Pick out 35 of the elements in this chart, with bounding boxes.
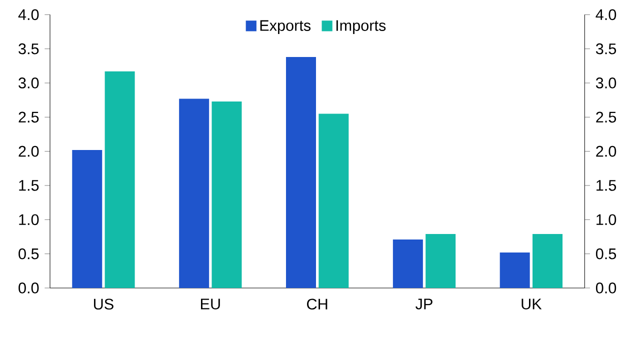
y2-tick-label: 0.0 xyxy=(596,282,616,294)
bar xyxy=(104,71,135,288)
bar xyxy=(392,239,423,288)
y-tick-label: 3.5 xyxy=(18,43,39,54)
y2-tick-label: 3.0 xyxy=(596,78,616,88)
y-tick-label: 1.5 xyxy=(19,180,39,191)
y2-tick-label: 1.5 xyxy=(596,180,616,191)
bar xyxy=(212,101,242,288)
x-tick-label: US xyxy=(94,298,114,310)
y2-tick-label: 4.0 xyxy=(596,9,616,20)
x-tick-label: JP xyxy=(416,298,432,310)
bar xyxy=(179,98,210,288)
bar xyxy=(72,150,102,288)
y2-tick-label: 0.5 xyxy=(596,248,616,260)
x-tick-label: EU xyxy=(201,298,220,310)
y2-tick-label: 1.0 xyxy=(596,214,616,226)
legend-label: Exports xyxy=(260,20,311,34)
y2-tick-label: 3.5 xyxy=(596,43,616,54)
y-tick-label: 2.5 xyxy=(18,112,39,123)
y-tick-label: 2.0 xyxy=(18,146,39,157)
y2-tick-label: 2.5 xyxy=(596,112,616,123)
y-tick-label: 0.5 xyxy=(18,248,39,260)
bar xyxy=(286,57,316,288)
x-tick-label: CH xyxy=(307,298,328,310)
legend-label: Imports xyxy=(336,20,386,34)
x-tick-label: UK xyxy=(522,298,542,310)
y-tick-label: 4.0 xyxy=(18,9,39,20)
y-tick-label: 3.0 xyxy=(18,78,39,88)
y-tick-label: 1.0 xyxy=(19,214,39,226)
bar xyxy=(426,234,456,288)
bar xyxy=(500,252,530,288)
y2-tick-label: 2.0 xyxy=(596,146,616,157)
bar xyxy=(532,234,563,288)
y-tick-label: 0.0 xyxy=(18,282,39,294)
bar xyxy=(318,114,349,288)
